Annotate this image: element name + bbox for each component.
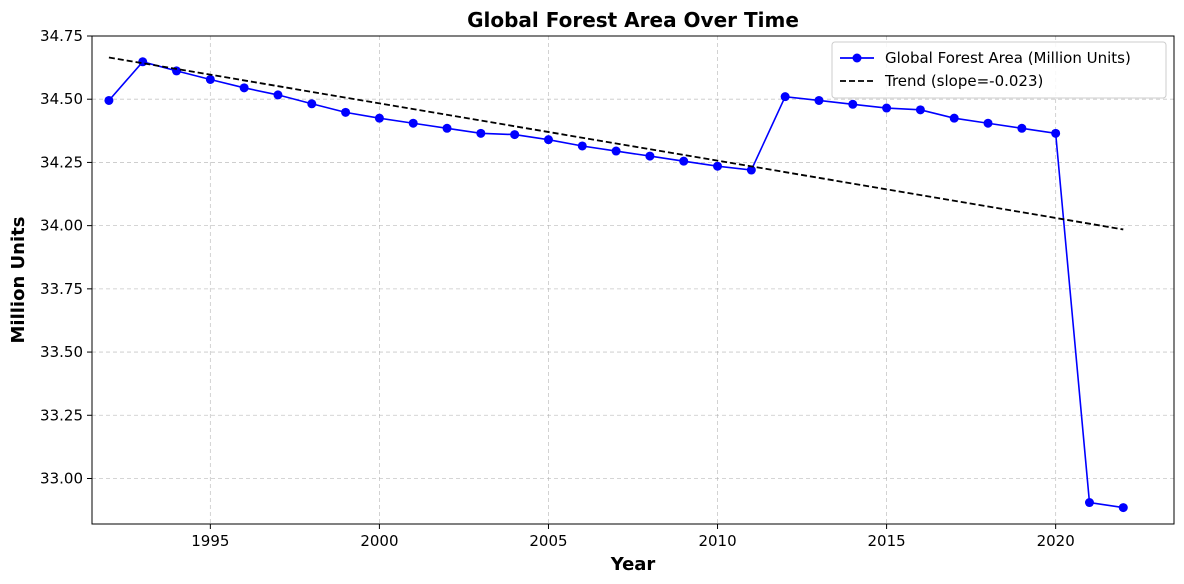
chart-title: Global Forest Area Over Time — [467, 8, 799, 32]
data-point — [239, 83, 249, 93]
x-axis-title: Year — [610, 554, 656, 575]
legend-label-trend: Trend (slope=-0.023) — [884, 72, 1043, 90]
data-point — [104, 95, 114, 105]
data-point — [949, 113, 959, 123]
trend-line — [108, 56, 1124, 231]
y-tick-label: 34.50 — [40, 90, 83, 108]
data-point — [374, 113, 384, 123]
data-point — [814, 95, 824, 105]
data-point — [1051, 128, 1061, 138]
forest-area-line — [108, 60, 1124, 509]
data-point — [848, 99, 858, 109]
y-axis-ticks: 33.00 33.25 33.50 33.75 34.00 34.25 34.50 34.75 — [40, 27, 92, 487]
data-point — [1084, 498, 1094, 508]
data-point — [713, 161, 723, 171]
data-point — [915, 105, 925, 115]
data-point — [510, 130, 520, 140]
data-point — [307, 99, 317, 109]
y-tick-label: 34.75 — [40, 27, 83, 45]
y-tick-label: 34.25 — [40, 153, 83, 171]
x-tick-label: 2020 — [1037, 532, 1075, 550]
x-tick-label: 1995 — [191, 532, 229, 550]
series-layer — [104, 56, 1128, 513]
data-point — [543, 135, 553, 145]
y-tick-label: 33.25 — [40, 406, 83, 424]
legend: Global Forest Area (Million Units) Trend… — [831, 41, 1167, 99]
data-point — [273, 90, 283, 100]
y-axis-title: Million Units — [8, 217, 29, 344]
grid — [92, 35, 1174, 524]
y-tick-label: 34.00 — [40, 217, 83, 235]
legend-label-forest: Global Forest Area (Million Units) — [885, 49, 1131, 67]
y-tick-label: 33.75 — [40, 280, 83, 298]
data-point — [577, 141, 587, 151]
data-point — [408, 118, 418, 128]
data-point — [442, 123, 452, 133]
x-tick-label: 2005 — [529, 532, 567, 550]
x-tick-label: 2010 — [698, 532, 736, 550]
legend-swatch-forest-marker — [852, 53, 862, 63]
data-point — [780, 92, 790, 102]
x-tick-label: 2000 — [360, 532, 398, 550]
data-point — [1017, 123, 1027, 133]
data-point — [746, 165, 756, 175]
plot-frame — [91, 35, 1175, 525]
data-point — [205, 74, 215, 84]
data-point — [476, 128, 486, 138]
x-axis-ticks: 1995 2000 2005 2010 2015 2020 — [191, 524, 1075, 550]
data-point — [983, 118, 993, 128]
data-point — [341, 107, 351, 117]
data-point — [611, 146, 621, 156]
legend-box — [831, 41, 1167, 99]
data-point — [679, 156, 689, 166]
data-point — [882, 103, 892, 113]
data-point — [1118, 503, 1128, 513]
x-tick-label: 2015 — [868, 532, 906, 550]
data-point — [645, 151, 655, 161]
y-tick-label: 33.50 — [40, 343, 83, 361]
y-tick-label: 33.00 — [40, 469, 83, 487]
